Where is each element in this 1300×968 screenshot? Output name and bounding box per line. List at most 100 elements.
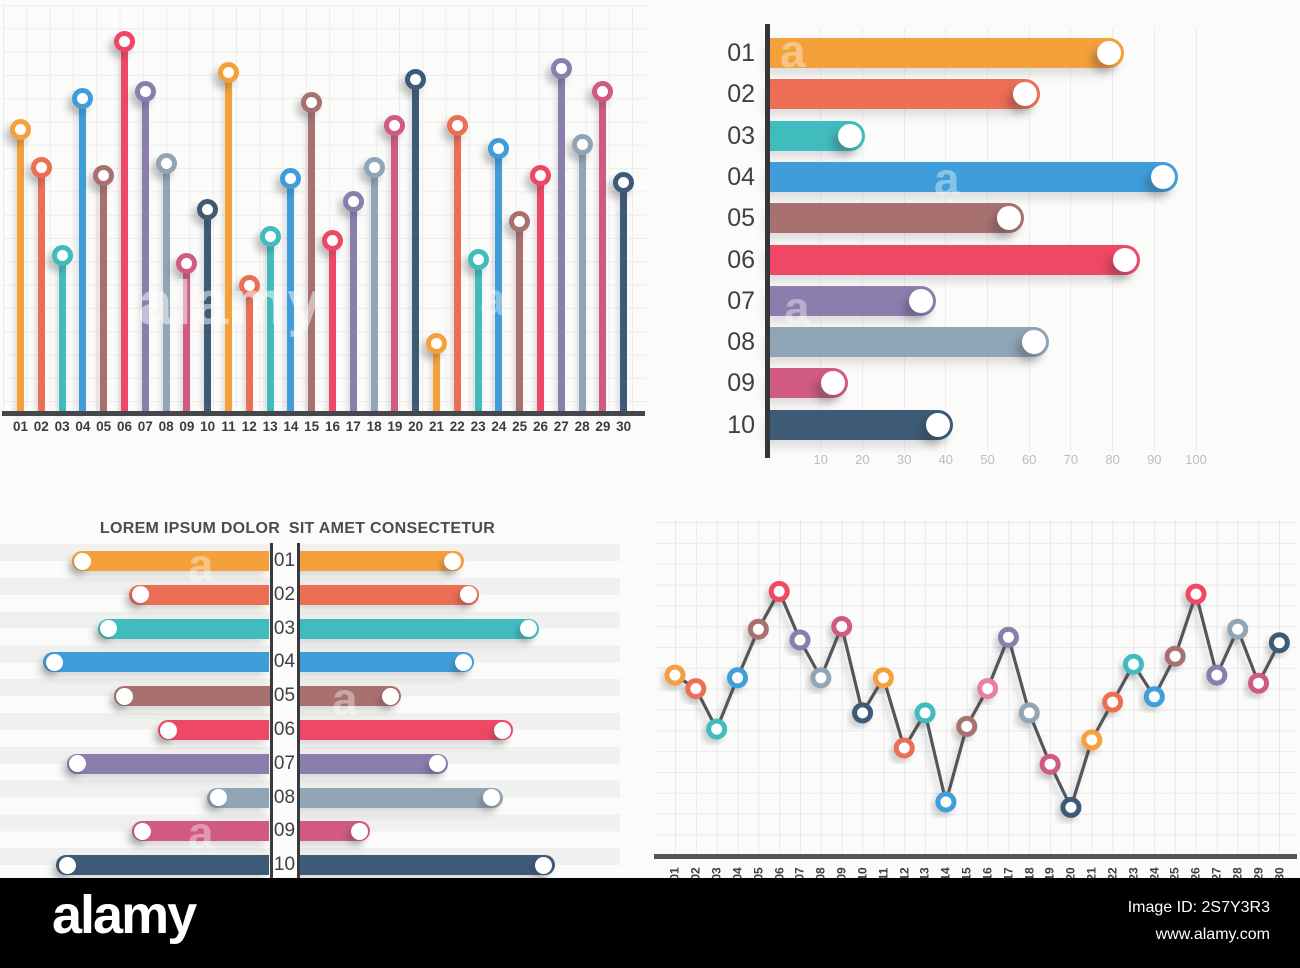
lollipop-stem	[266, 236, 274, 413]
lollipop-axis-label: 30	[616, 419, 632, 434]
lollipop-axis-label: 25	[512, 419, 528, 434]
hbar-bar	[770, 38, 1124, 68]
hbar-tick-label: 70	[1063, 452, 1079, 467]
hbar-bar	[770, 203, 1024, 234]
lollipop-axis-label: 03	[54, 419, 70, 434]
hbar-bar	[770, 244, 1141, 275]
lollipop-axis-label: 10	[200, 419, 216, 434]
hbar-end-circle	[925, 412, 950, 437]
line-chart-svg	[664, 580, 1290, 818]
lollipop-stem	[37, 167, 45, 413]
lollipop-axis-label: 19	[387, 419, 403, 434]
butterfly-category-label: 06	[273, 719, 296, 740]
alamy-url-text: www.alamy.com	[1155, 926, 1270, 943]
lollipop-axis-label: 09	[179, 419, 195, 434]
lollipop-stem	[495, 148, 503, 413]
butterfly-left-bar	[129, 584, 270, 605]
lollipop-point	[488, 137, 510, 159]
line-chart-point	[1248, 672, 1270, 694]
lollipop-point	[509, 210, 531, 232]
line-chart-point	[1268, 632, 1290, 654]
hbar-tick-label: 10	[813, 452, 828, 467]
butterfly-category-label: 05	[273, 685, 296, 707]
hbar-tick-label: 80	[1105, 452, 1120, 467]
butterfly-category-label: 07	[273, 752, 296, 774]
hbar-end-circle	[838, 123, 863, 148]
lollipop-axis-label: 02	[33, 419, 49, 434]
butterfly-left-circle	[134, 822, 152, 840]
lollipop-point	[134, 80, 156, 102]
butterfly-right-bar	[300, 787, 503, 808]
butterfly-center-column	[272, 543, 297, 883]
butterfly-left-circle	[160, 721, 178, 739]
lollipop-axis-label: 04	[75, 419, 91, 434]
hbar-tick-label: 100	[1185, 452, 1207, 467]
butterfly-right-bar	[300, 686, 402, 707]
line-chart-point	[1206, 664, 1228, 686]
lollipop-point	[280, 168, 302, 190]
butterfly-left-bar	[71, 551, 270, 571]
line-chart-point	[1018, 702, 1040, 724]
line-chart-point	[852, 702, 874, 724]
hbar-tick-label: 50	[980, 452, 995, 467]
lollipop-point	[238, 275, 260, 297]
hbar-y-axis	[765, 24, 770, 458]
lollipop-axis-label: 05	[96, 419, 112, 434]
line-chart-point	[789, 629, 811, 651]
lollipop-stem	[329, 240, 336, 413]
lollipop-stem	[412, 79, 420, 413]
hbar-category-label: 03	[727, 121, 755, 150]
butterfly-left-bar	[207, 787, 270, 808]
lollipop-stem	[58, 255, 66, 413]
hbar-end-circle	[1113, 247, 1138, 272]
butterfly-left-circle	[58, 856, 76, 874]
lollipop-stem	[162, 163, 170, 413]
lollipop-stem	[100, 175, 108, 413]
line-chart-x-axis	[654, 853, 1297, 859]
butterfly-category-label: 09	[273, 820, 296, 842]
line-chart-point	[872, 667, 894, 689]
hbar-bar	[770, 327, 1049, 358]
lollipop-axis-label: 22	[449, 419, 465, 434]
hbar-gridline	[1153, 28, 1155, 452]
hbar-bar	[770, 120, 866, 151]
lollipop-point	[613, 172, 635, 194]
line-chart-point	[1081, 729, 1103, 751]
line-chart-point	[1122, 653, 1144, 675]
butterfly-left-circle	[100, 620, 118, 638]
hbar-gridline	[861, 28, 863, 452]
line-chart-grid	[656, 520, 1296, 856]
butterfly-left-circle	[69, 755, 87, 773]
lollipop-stem	[516, 221, 524, 413]
lollipop-stem	[620, 182, 628, 413]
lollipop-point	[218, 61, 239, 83]
lollipop-point	[446, 115, 468, 136]
lollipop-stem	[599, 91, 607, 413]
butterfly-left-bar	[43, 652, 270, 673]
lollipop-axis-label: 21	[428, 419, 445, 434]
lollipop-axis-label: 08	[158, 419, 174, 434]
butterfly-right-bar	[300, 618, 540, 639]
butterfly-right-circle	[381, 687, 399, 705]
butterfly-category-label: 02	[273, 583, 296, 605]
butterfly-category-label: 03	[273, 617, 296, 639]
lollipop-stem	[433, 343, 440, 413]
butterfly-left-bar	[56, 855, 270, 876]
line-chart-point	[893, 737, 915, 759]
lollipop-stem	[121, 41, 128, 413]
line-chart: 01 02 03 04 05 06 07 08 09 10 11 12 13 14 15 16 17 18 19 20…	[650, 510, 1300, 881]
lollipop-stem	[578, 144, 586, 413]
hbar-category-label: 01	[727, 39, 755, 67]
lollipop-stem	[79, 98, 87, 413]
hbar-tick-label: 20	[855, 452, 870, 467]
line-chart-point	[664, 664, 686, 686]
butterfly-right-circle	[493, 721, 511, 739]
butterfly-right-circle	[535, 856, 553, 874]
lollipop-axis-label: 26	[532, 419, 549, 434]
lollipop-axis-label: 18	[366, 419, 382, 434]
lollipop-axis-label: 27	[553, 419, 569, 434]
hbar-end-circle	[1013, 82, 1038, 107]
hbar-bar	[770, 79, 1041, 110]
line-chart-point	[706, 718, 728, 740]
